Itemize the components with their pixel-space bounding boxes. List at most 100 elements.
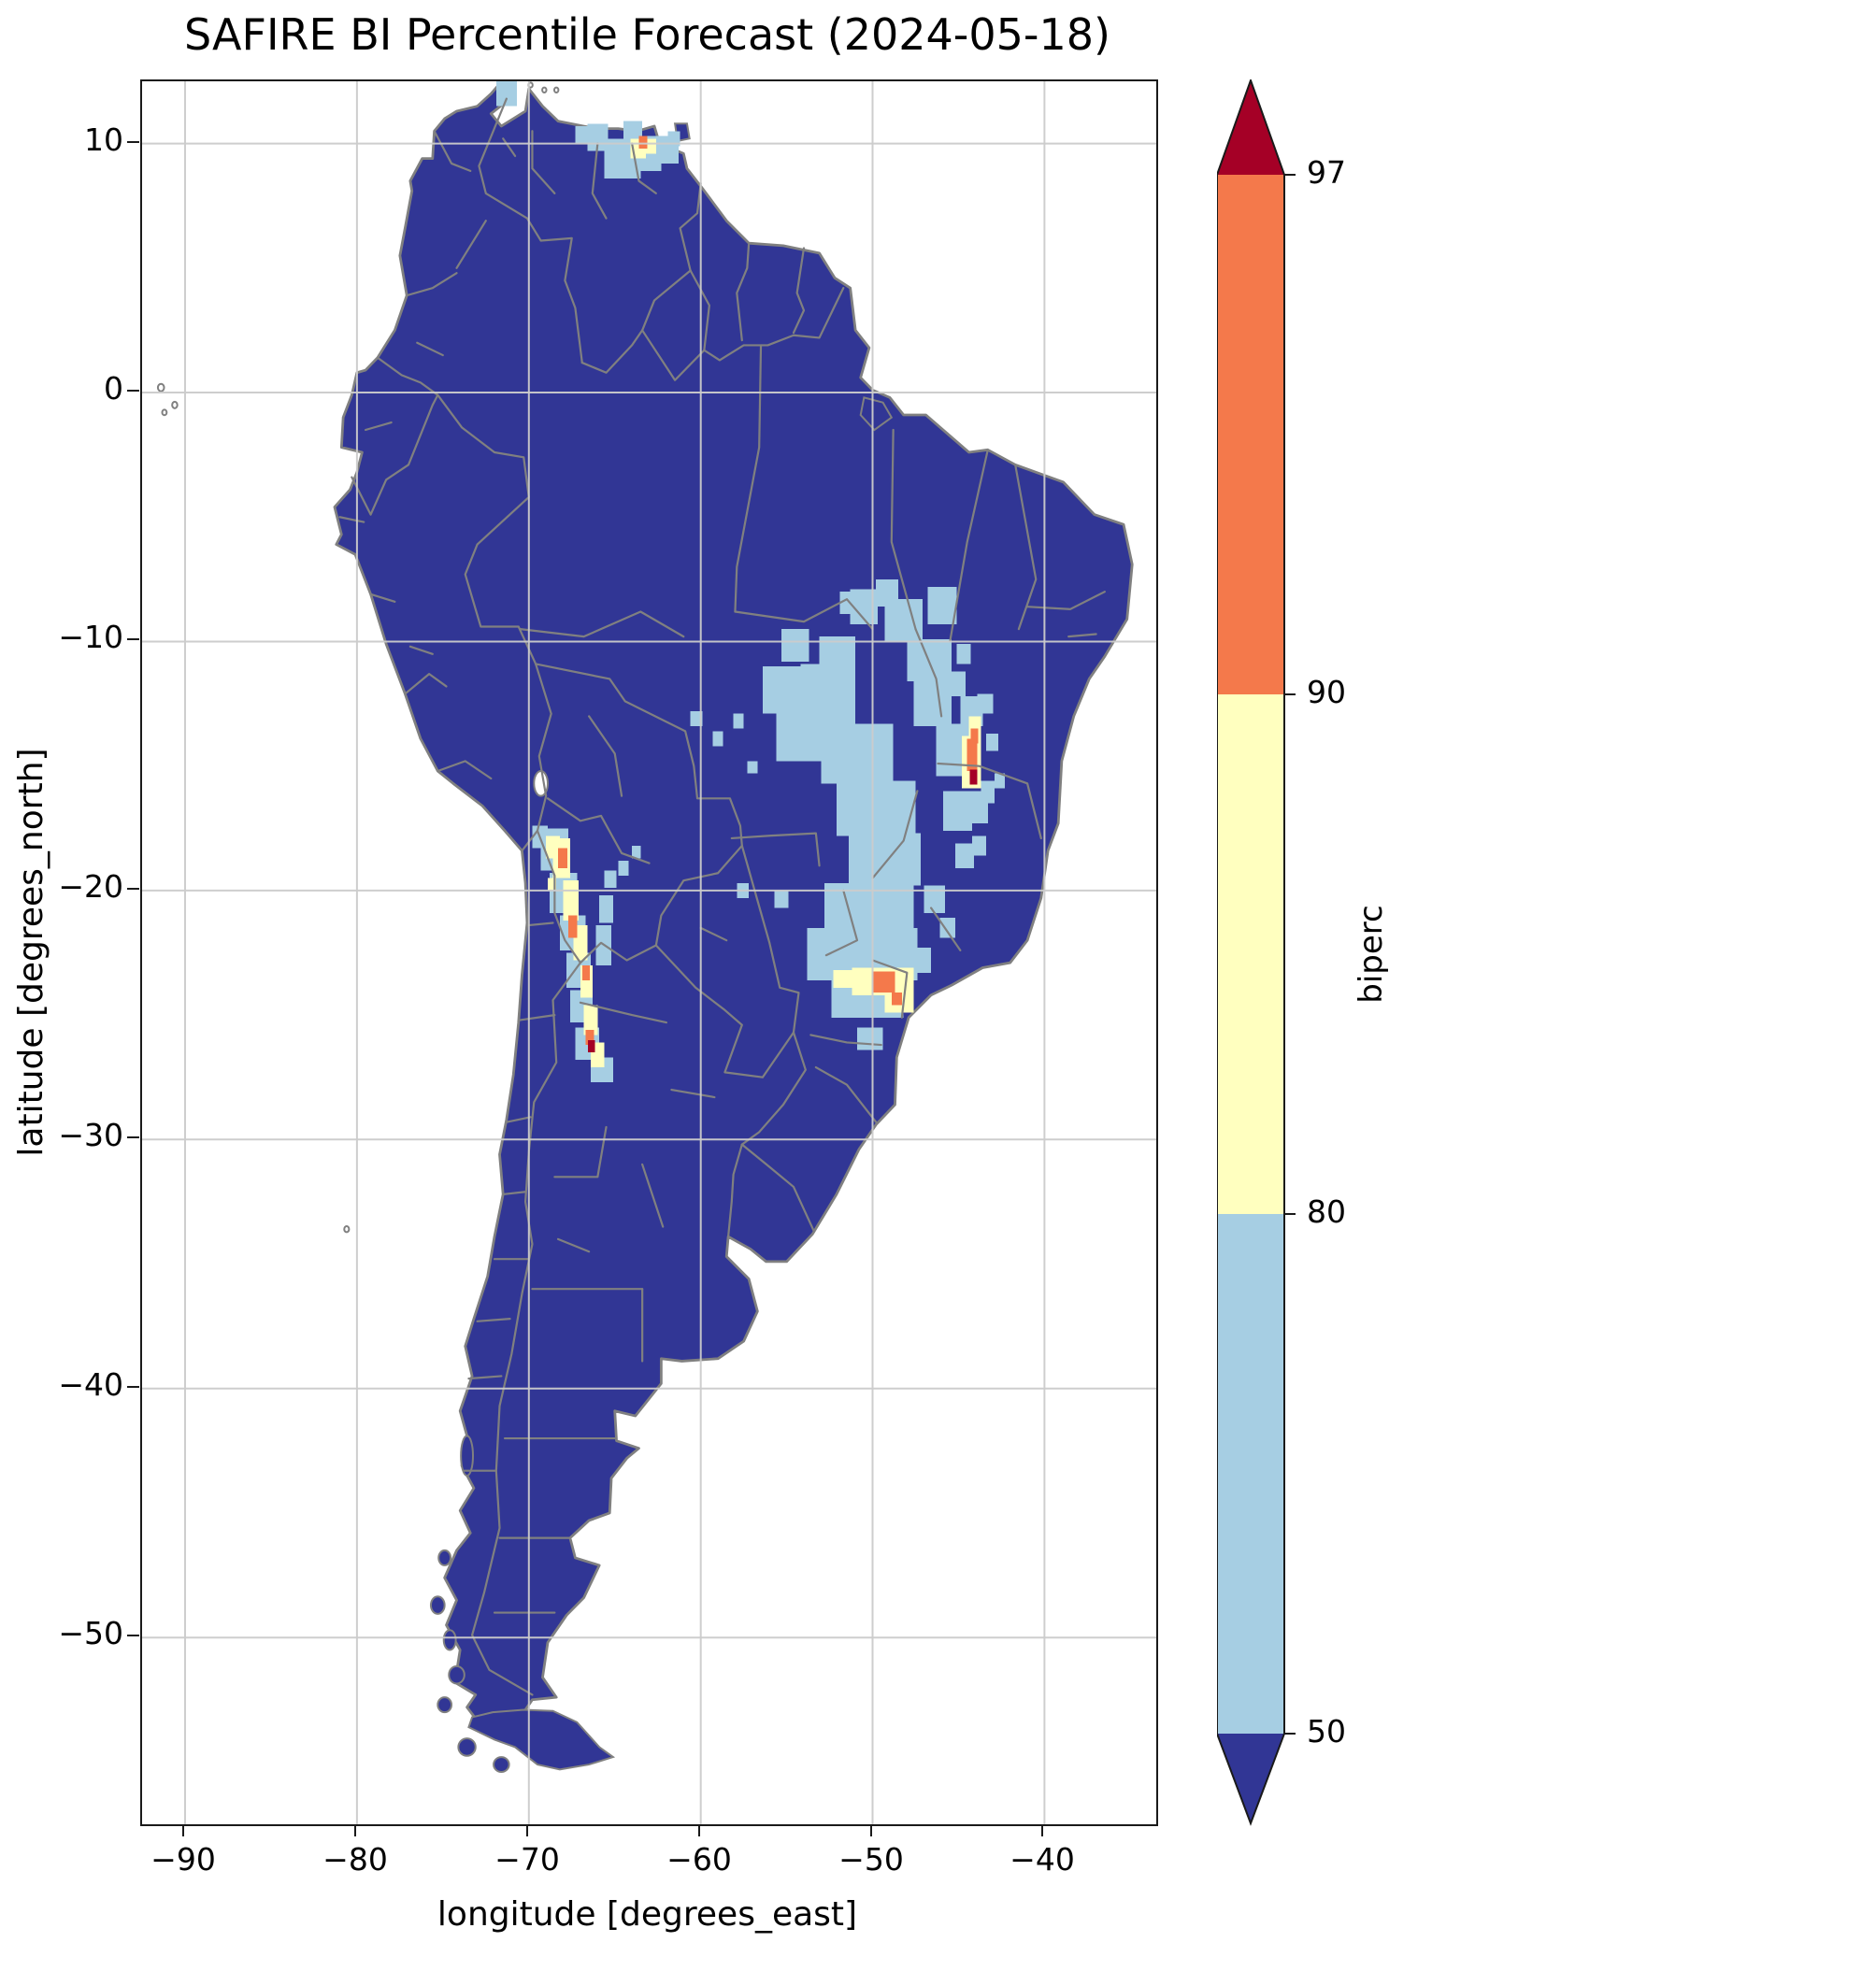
- forecast-cell: [956, 644, 971, 664]
- patagonian-archipelago: [431, 1550, 509, 1772]
- y-tick-label: −50: [58, 1615, 123, 1651]
- colorbar-axis-label: biperc: [1353, 905, 1390, 1004]
- forecast-cell: [547, 878, 557, 891]
- x-tick-mark: [698, 1824, 700, 1836]
- colorbar-extend-above: [1217, 80, 1284, 175]
- forecast-cell: [563, 880, 580, 921]
- y-tick-label: −30: [58, 1117, 123, 1153]
- forecast-cell: [495, 81, 517, 107]
- country-borders: [351, 99, 843, 1695]
- forecast-cell: [981, 780, 995, 804]
- forecast-cell: [924, 885, 945, 913]
- forecast-cell: [712, 731, 723, 747]
- forecast-cell: [632, 845, 641, 859]
- y-tick-label: −40: [58, 1366, 123, 1403]
- tierra-del-fuego-island: [468, 1709, 612, 1769]
- forecast-cell: [623, 121, 643, 141]
- y-tick-label: −10: [58, 619, 123, 655]
- y-tick-mark: [127, 141, 139, 143]
- x-tick-label: −70: [494, 1841, 560, 1878]
- y-tick-label: −20: [58, 868, 123, 905]
- forecast-cell: [995, 773, 1006, 789]
- forecast-cell: [690, 711, 703, 727]
- x-tick-label: −90: [150, 1841, 216, 1878]
- forecast-cell: [857, 1027, 883, 1050]
- forecast-cell: [909, 948, 932, 973]
- forecast-cell: [819, 636, 856, 677]
- forecast-cell: [939, 918, 955, 938]
- forecast-cell: [913, 676, 952, 727]
- caribbean-islets: [528, 82, 558, 93]
- state-borders: [339, 131, 1104, 1612]
- forecast-cell: [747, 761, 758, 774]
- colorbar-tick-label: 50: [1307, 1713, 1346, 1750]
- colorbar-band-50-80: [1217, 1214, 1284, 1734]
- forecast-cell: [618, 860, 629, 876]
- forecast-cell: [546, 836, 560, 859]
- forecast-cell: [891, 993, 902, 1006]
- forecast-cell: [972, 836, 986, 856]
- y-tick-mark: [127, 1386, 139, 1388]
- map-layers: [158, 81, 1132, 1772]
- forecast-cell: [762, 666, 808, 714]
- forecast-cell: [969, 769, 978, 785]
- forecast-cell: [946, 671, 966, 697]
- forecast-cell: [872, 971, 895, 993]
- marajo-island: [861, 397, 892, 430]
- colorbar: [1217, 79, 1296, 1826]
- y-tick-label: 10: [84, 121, 123, 158]
- forecast-cell: [781, 629, 809, 662]
- forecast-cell: [568, 915, 578, 938]
- colorbar-tick-label: 90: [1307, 674, 1346, 710]
- forecast-cell: [581, 964, 591, 980]
- forecast-cell: [848, 833, 922, 886]
- percentile-cells-layer: [495, 81, 1006, 1083]
- forecast-cell: [667, 131, 680, 147]
- forecast-cell: [821, 723, 894, 784]
- forecast-cell: [836, 780, 916, 836]
- forecast-cell: [967, 738, 978, 772]
- colorbar-extend-below: [1217, 1734, 1284, 1823]
- forecast-cell: [954, 843, 975, 868]
- juan-fernandez-islet: [344, 1226, 349, 1232]
- x-tick-label: −80: [322, 1841, 388, 1878]
- chart-title: SAFIRE BI Percentile Forecast (2024-05-1…: [184, 9, 1110, 60]
- south-america-map: [142, 81, 1156, 1824]
- x-tick-mark: [182, 1824, 184, 1836]
- forecast-cell: [977, 693, 994, 714]
- forecast-cell: [599, 895, 613, 923]
- map-plot-area: [140, 79, 1158, 1826]
- coastline-landmass: [335, 84, 1132, 1735]
- forecast-cell: [573, 925, 588, 961]
- forecast-cell: [876, 578, 899, 607]
- colorbar-tick-label: 97: [1307, 154, 1346, 191]
- y-tick-mark: [127, 390, 139, 392]
- y-axis-label: latitude [degrees_north]: [12, 748, 50, 1157]
- x-tick-label: −60: [666, 1841, 732, 1878]
- forecast-cell: [588, 1039, 595, 1053]
- x-tick-mark: [354, 1824, 356, 1836]
- galapagos-islands: [158, 384, 178, 416]
- colorbar-band-80-90: [1217, 694, 1284, 1214]
- forecast-cell: [645, 138, 656, 154]
- x-tick-mark: [870, 1824, 872, 1836]
- forecast-cell: [585, 1030, 594, 1046]
- forecast-cell: [833, 970, 852, 988]
- x-tick-mark: [526, 1824, 528, 1836]
- forecast-cell: [638, 136, 648, 149]
- x-tick-label: −40: [1010, 1841, 1075, 1878]
- forecast-cell: [604, 870, 617, 889]
- forecast-cell: [575, 125, 590, 144]
- forecast-cell: [970, 728, 979, 744]
- colorbar-tick-label: 80: [1307, 1193, 1346, 1230]
- y-tick-mark: [127, 1635, 139, 1636]
- forecast-cell: [733, 713, 744, 729]
- forecast-cell: [583, 1005, 598, 1035]
- y-tick-label: 0: [104, 370, 123, 407]
- x-tick-label: −50: [838, 1841, 904, 1878]
- x-tick-mark: [1041, 1824, 1043, 1836]
- forecast-cell: [774, 890, 789, 908]
- chiloe-island: [461, 1435, 473, 1476]
- y-tick-mark: [127, 1136, 139, 1138]
